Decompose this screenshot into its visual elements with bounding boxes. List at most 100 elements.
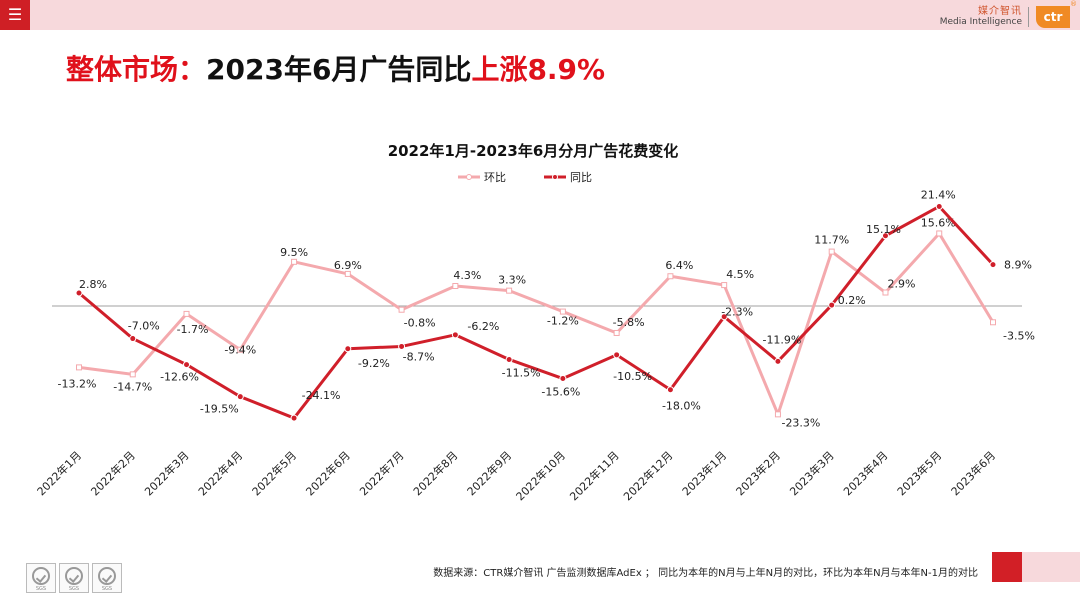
chart-legend: 环比 同比 xyxy=(458,171,592,184)
series-line-yoy xyxy=(78,204,995,420)
data-label-mom: 6.9% xyxy=(334,259,362,272)
logo-cn: 媒介智讯 xyxy=(978,6,1022,17)
data-label-yoy: 15.1% xyxy=(866,223,901,236)
series-line-mom xyxy=(78,231,995,416)
data-label-mom: 6.4% xyxy=(665,259,693,272)
data-label-yoy: -7.0% xyxy=(128,320,160,333)
data-point-mom xyxy=(129,371,136,378)
data-label-mom: -1.2% xyxy=(547,315,579,328)
data-point-yoy xyxy=(75,289,83,297)
menu-icon[interactable]: ☰ xyxy=(0,0,30,30)
data-point-yoy xyxy=(720,313,728,321)
data-point-yoy xyxy=(828,301,836,309)
x-tick-label: 2022年8月 xyxy=(410,448,460,498)
data-point-mom xyxy=(237,346,244,353)
data-point-mom xyxy=(506,287,513,294)
data-point-yoy xyxy=(451,331,459,339)
data-label-mom: -1.7% xyxy=(177,323,209,336)
data-label-mom: 4.3% xyxy=(453,269,481,282)
x-tick-label: 2022年2月 xyxy=(88,448,138,498)
sgs-badge-icon: SGS xyxy=(92,563,122,593)
data-label-yoy: 8.9% xyxy=(1004,259,1032,272)
data-point-mom xyxy=(398,306,405,313)
data-point-mom xyxy=(774,411,781,418)
x-tick-label: 2022年1月 xyxy=(34,448,84,498)
legend-marker-mom xyxy=(466,174,472,180)
data-point-yoy xyxy=(183,361,191,369)
legend-marker-yoy xyxy=(552,174,558,180)
data-label-mom: -23.3% xyxy=(781,416,820,429)
data-point-yoy xyxy=(290,414,298,422)
data-label-yoy: -8.7% xyxy=(403,350,435,363)
ctr-logo: 媒介智讯 Media Intelligence ctr ® xyxy=(910,0,1077,30)
headline-topic: 整体市场： xyxy=(66,53,207,86)
data-point-mom xyxy=(990,319,996,326)
data-point-yoy xyxy=(398,342,406,350)
data-label-mom: 3.3% xyxy=(498,274,526,287)
sgs-badge-icon: SGS xyxy=(26,563,56,593)
data-label-yoy: -10.5% xyxy=(613,370,652,383)
data-point-mom xyxy=(882,289,889,296)
data-label-yoy: -18.0% xyxy=(662,400,701,413)
logo-mark: ctr xyxy=(1036,6,1070,28)
data-label-mom: 9.5% xyxy=(280,246,308,259)
data-point-yoy xyxy=(935,202,943,210)
data-label-yoy: -24.1% xyxy=(302,389,341,402)
data-point-mom xyxy=(721,282,728,289)
data-label-mom: 15.6% xyxy=(921,216,956,229)
data-point-yoy xyxy=(559,375,567,383)
data-source-note: 数据来源：CTR媒介智讯 广告监测数据库AdEx ； 同比为本年的N月与上年N月… xyxy=(433,568,978,579)
x-tick-label: 2023年4月 xyxy=(840,448,890,498)
data-label-mom: 2.9% xyxy=(887,278,915,291)
x-tick-label: 2022年5月 xyxy=(249,448,299,498)
data-point-yoy xyxy=(774,357,782,365)
data-point-yoy xyxy=(129,335,137,343)
chart-title: 2022年1月-2023年6月分月广告花费变化 xyxy=(388,142,679,160)
data-label-yoy: -11.9% xyxy=(762,333,801,346)
logo-registered: ® xyxy=(1070,0,1077,8)
x-tick-label: 2023年5月 xyxy=(894,448,944,498)
data-label-mom: -5.8% xyxy=(613,316,645,329)
data-label-yoy: -19.5% xyxy=(200,403,239,416)
data-point-yoy xyxy=(236,393,244,401)
legend-label-mom: 环比 xyxy=(484,171,506,184)
data-label-mom: 4.5% xyxy=(726,268,754,281)
page-headline: 整体市场：2023年6月广告同比上涨8.9% xyxy=(66,48,605,88)
data-point-mom xyxy=(76,364,82,371)
x-tick-label: 2022年3月 xyxy=(141,448,191,498)
x-tick-label: 2022年6月 xyxy=(303,448,353,498)
data-point-yoy xyxy=(344,345,352,353)
data-label-yoy: 0.2% xyxy=(838,294,866,307)
data-label-mom: -14.7% xyxy=(113,380,152,393)
data-point-yoy xyxy=(666,386,674,394)
x-tick-label: 2022年10月 xyxy=(513,448,568,503)
plot-area: -13.2% -14.7% -1.7% -9.4% 9.5% 6.9% -0.8% 4.3% 3… xyxy=(34,188,1035,503)
logo-text: 媒介智讯 Media Intelligence xyxy=(940,6,1022,28)
x-tick-label: 2022年4月 xyxy=(195,448,245,498)
data-point-mom xyxy=(344,270,351,277)
data-point-mom xyxy=(667,273,674,280)
data-label-yoy: -9.2% xyxy=(358,357,390,370)
data-label-mom: -3.5% xyxy=(1003,329,1035,342)
top-bar xyxy=(0,0,1080,30)
data-point-mom xyxy=(452,283,459,290)
data-label-yoy: 21.4% xyxy=(921,188,956,201)
data-point-yoy xyxy=(881,232,889,240)
x-tick-label: 2023年6月 xyxy=(948,448,998,498)
data-label-yoy: -2.3% xyxy=(721,306,753,319)
data-point-mom xyxy=(291,258,298,265)
footer-accent xyxy=(992,552,1022,582)
data-point-mom xyxy=(183,310,190,317)
data-label-mom: -13.2% xyxy=(58,377,97,390)
headline-statement: 2023年6月广告同比 xyxy=(206,53,472,86)
headline-highlight: 上涨8.9% xyxy=(471,53,606,86)
data-point-mom xyxy=(559,308,566,315)
x-tick-label: 2022年11月 xyxy=(567,448,622,503)
x-tick-label: 2023年1月 xyxy=(679,448,729,498)
data-label-yoy: -11.5% xyxy=(502,366,541,379)
data-point-mom xyxy=(828,248,835,255)
data-point-yoy xyxy=(505,355,513,363)
data-label-mom: 11.7% xyxy=(814,234,849,247)
certification-badges: SGS SGS SGS xyxy=(26,563,122,593)
